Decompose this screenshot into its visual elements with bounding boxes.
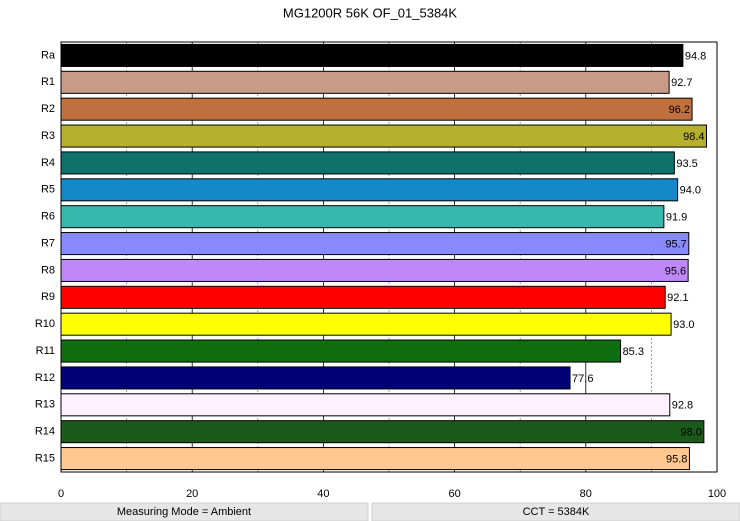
x-tick-label: 100 <box>708 488 726 500</box>
plot-frame <box>60 41 718 473</box>
value-label: 95.7 <box>665 238 686 250</box>
value-label: 91.9 <box>666 212 687 224</box>
y-tick-label: R11 <box>36 345 55 357</box>
y-tick-label: R6 <box>41 211 55 223</box>
bar <box>60 312 672 336</box>
bar <box>60 339 622 363</box>
y-tick-label: R1 <box>41 76 55 88</box>
bar <box>60 285 666 309</box>
value-label: 96.2 <box>669 104 690 116</box>
y-tick-label: R10 <box>35 318 55 330</box>
bar <box>60 205 665 229</box>
x-tick-label: 60 <box>448 488 460 500</box>
bar <box>60 366 571 390</box>
value-label: 85.3 <box>623 346 644 358</box>
y-tick-label: R5 <box>41 184 55 196</box>
bar <box>60 97 693 121</box>
x-tick-label: 20 <box>186 488 198 500</box>
bar <box>60 232 690 256</box>
bar <box>60 258 689 282</box>
y-tick-label: R3 <box>41 130 55 142</box>
value-label: 93.0 <box>673 319 694 331</box>
y-tick-label: R9 <box>41 291 55 303</box>
y-tick-label: R7 <box>41 237 55 249</box>
bar <box>60 70 670 94</box>
y-tick-label: R2 <box>41 103 55 115</box>
bar <box>60 151 675 175</box>
x-tick-label: 0 <box>58 488 64 500</box>
value-label: 94.8 <box>685 50 706 62</box>
value-label: 98.0 <box>680 427 701 439</box>
bar <box>60 124 708 148</box>
x-tick-label: 40 <box>317 488 329 500</box>
bar <box>60 43 684 67</box>
value-label: 94.0 <box>680 185 701 197</box>
y-tick-label: Ra <box>41 49 56 61</box>
x-tick-label: 80 <box>580 488 592 500</box>
y-tick-label: R14 <box>35 426 55 438</box>
y-tick-label: R13 <box>35 399 55 411</box>
value-label: 92.1 <box>667 292 688 304</box>
bar <box>60 393 671 417</box>
footer-text: CCT = 5384K <box>523 506 590 518</box>
footer-panel <box>371 502 740 521</box>
chart-title: MG1200R 56K OF_01_5384K <box>283 5 457 20</box>
value-label: 95.8 <box>666 453 687 465</box>
value-label: 98.4 <box>683 131 704 143</box>
y-tick-label: R4 <box>41 157 55 169</box>
y-tick-label: R15 <box>35 452 55 464</box>
y-tick-label: R8 <box>41 264 55 276</box>
footer-panel <box>0 502 369 521</box>
value-label: 93.5 <box>676 158 697 170</box>
value-label: 92.7 <box>671 77 692 89</box>
y-tick-label: R12 <box>35 372 55 384</box>
bar <box>60 420 705 444</box>
footer-text: Measuring Mode = Ambient <box>117 506 251 518</box>
bar <box>60 178 679 202</box>
bar <box>60 447 690 471</box>
value-label: 92.8 <box>672 400 693 412</box>
value-label: 95.6 <box>665 265 686 277</box>
value-label: 77.6 <box>572 373 593 385</box>
